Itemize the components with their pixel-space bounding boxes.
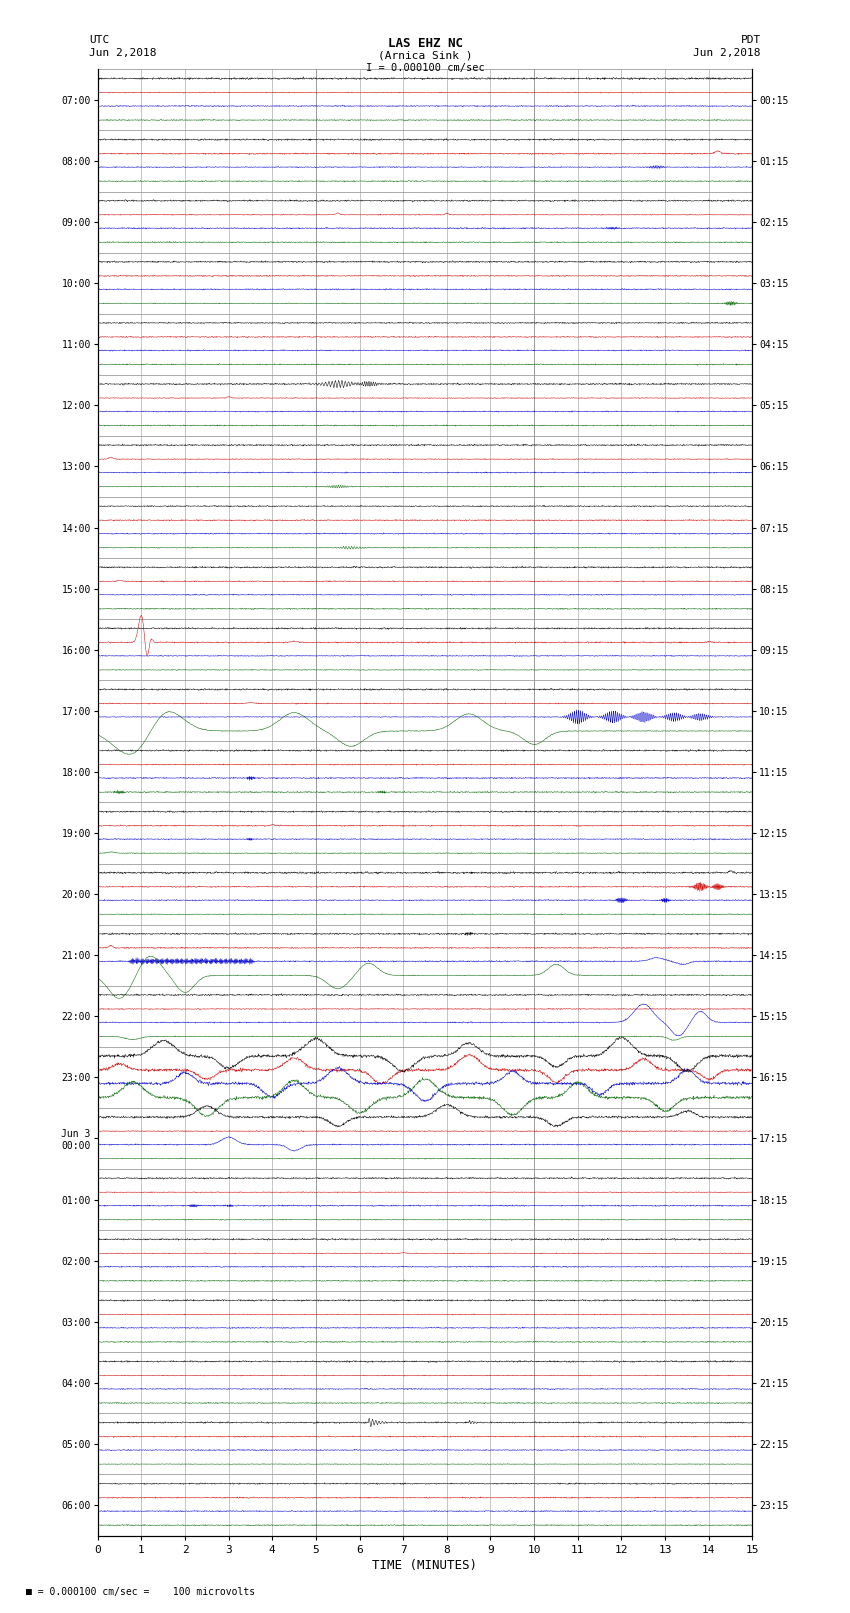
Text: UTC: UTC bbox=[89, 35, 110, 45]
Text: ■ = 0.000100 cm/sec =    100 microvolts: ■ = 0.000100 cm/sec = 100 microvolts bbox=[26, 1587, 255, 1597]
X-axis label: TIME (MINUTES): TIME (MINUTES) bbox=[372, 1558, 478, 1571]
Text: I = 0.000100 cm/sec: I = 0.000100 cm/sec bbox=[366, 63, 484, 73]
Text: (Arnica Sink ): (Arnica Sink ) bbox=[377, 50, 473, 60]
Text: LAS EHZ NC: LAS EHZ NC bbox=[388, 37, 462, 50]
Text: Jun 2,2018: Jun 2,2018 bbox=[694, 48, 761, 58]
Text: Jun 2,2018: Jun 2,2018 bbox=[89, 48, 156, 58]
Text: PDT: PDT bbox=[740, 35, 761, 45]
